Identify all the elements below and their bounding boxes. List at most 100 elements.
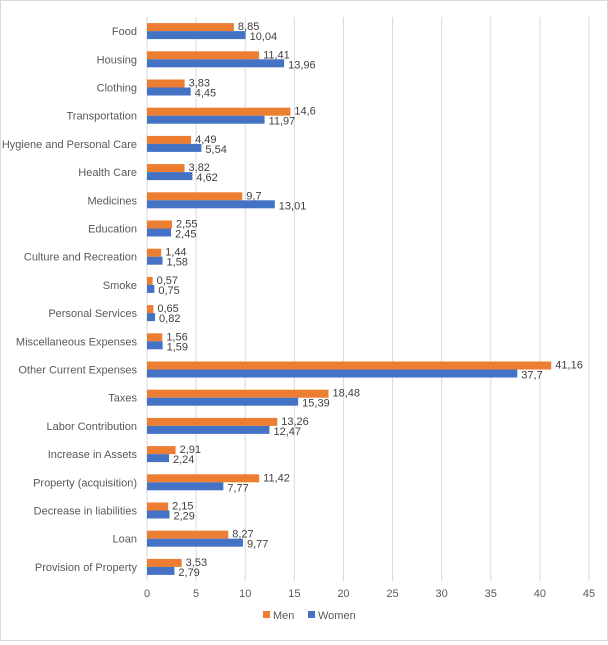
category-label-clothing: Clothing <box>97 83 137 95</box>
data-label-women-smoke: 0,75 <box>158 285 179 297</box>
data-label-women-housing: 13,96 <box>288 59 316 71</box>
bar-men-health-care <box>147 164 185 173</box>
category-label-provision-of-property: Provision of Property <box>35 562 138 574</box>
data-label-men-miscellaneous-expenses: 1,56 <box>166 331 187 343</box>
category-label-taxes: Taxes <box>108 393 137 405</box>
category-label-loan: Loan <box>113 534 137 546</box>
category-label-labor-contribution: Labor Contribution <box>46 421 137 433</box>
category-label-transportation: Transportation <box>66 111 137 123</box>
bar-women-loan <box>147 538 243 547</box>
data-label-women-taxes: 15,39 <box>302 398 330 410</box>
data-label-women-hygiene-and-personal-care: 5,54 <box>205 144 226 156</box>
category-label-education: Education <box>88 224 137 236</box>
bar-men-loan <box>147 530 229 539</box>
data-label-women-personal-services: 0,82 <box>159 313 180 325</box>
data-label-women-health-care: 4,62 <box>196 172 217 184</box>
category-label-culture-and-recreation: Culture and Recreation <box>24 252 137 264</box>
bar-women-smoke <box>147 284 155 293</box>
data-label-women-miscellaneous-expenses: 1,59 <box>167 341 188 353</box>
bar-women-food <box>147 31 246 40</box>
data-label-women-clothing: 4,45 <box>195 88 216 100</box>
data-label-women-education: 2,45 <box>175 229 196 241</box>
data-label-women-other-current-expenses: 37,7 <box>521 370 542 382</box>
category-label-decrease-in-liabilities: Decrease in liabilities <box>34 506 138 518</box>
bar-men-culture-and-recreation <box>147 248 162 257</box>
category-label-miscellaneous-expenses: Miscellaneous Expenses <box>16 336 138 348</box>
data-label-women-loan: 9,77 <box>247 539 268 551</box>
data-label-men-provision-of-property: 3,53 <box>186 557 207 569</box>
data-label-women-provision-of-property: 2,79 <box>178 567 199 579</box>
data-label-men-education: 2,55 <box>176 219 197 231</box>
data-label-men-clothing: 3,83 <box>189 78 210 90</box>
x-tick-label: 25 <box>386 588 398 600</box>
data-label-women-medicines: 13,01 <box>279 200 307 212</box>
data-label-men-personal-services: 0,65 <box>157 303 178 315</box>
data-label-women-property-acquisition: 7,77 <box>227 482 248 494</box>
data-label-men-other-current-expenses: 41,16 <box>555 360 583 372</box>
bar-women-hygiene-and-personal-care <box>147 143 202 152</box>
x-tick-label: 30 <box>436 588 448 600</box>
data-label-women-labor-contribution: 12,47 <box>273 426 301 438</box>
bar-women-clothing <box>147 87 191 96</box>
bar-men-housing <box>147 51 260 60</box>
bar-men-decrease-in-liabilities <box>147 502 169 511</box>
bar-women-property-acquisition <box>147 482 224 491</box>
data-label-men-transportation: 14,6 <box>294 106 315 118</box>
data-label-men-taxes: 18,48 <box>333 388 361 400</box>
bar-women-culture-and-recreation <box>147 256 163 265</box>
data-label-men-property-acquisition: 11,42 <box>263 472 290 484</box>
x-tick-label: 5 <box>193 588 199 600</box>
bar-men-education <box>147 220 173 229</box>
bar-men-property-acquisition <box>147 474 260 483</box>
bar-men-medicines <box>147 192 243 201</box>
x-tick-label: 35 <box>485 588 497 600</box>
bar-women-increase-in-assets <box>147 454 170 463</box>
bar-women-housing <box>147 59 285 68</box>
data-label-men-health-care: 3,82 <box>189 162 210 174</box>
category-labels: Food Housing Clothing Transportation Hygiene… <box>2 26 138 574</box>
data-label-women-decrease-in-liabilities: 2,29 <box>173 511 194 523</box>
bar-women-miscellaneous-expenses <box>147 341 163 350</box>
bar-men-hygiene-and-personal-care <box>147 135 192 144</box>
bar-men-smoke <box>147 276 153 285</box>
data-label-women-food: 10,04 <box>250 31 278 43</box>
bar-women-labor-contribution <box>147 425 270 434</box>
category-label-smoke: Smoke <box>103 280 137 292</box>
bar-women-decrease-in-liabilities <box>147 510 170 519</box>
data-label-men-smoke: 0,57 <box>157 275 178 287</box>
category-label-housing: Housing <box>97 54 137 66</box>
bar-women-health-care <box>147 172 193 181</box>
category-label-medicines: Medicines <box>87 195 137 207</box>
legend-label-men: Men <box>273 610 294 622</box>
category-label-increase-in-assets: Increase in Assets <box>48 449 138 461</box>
bar-women-medicines <box>147 200 275 209</box>
data-label-men-labor-contribution: 13,26 <box>281 416 309 428</box>
bar-women-education <box>147 228 172 237</box>
bar-women-other-current-expenses <box>147 369 518 378</box>
bar-women-provision-of-property <box>147 566 175 575</box>
data-label-men-hygiene-and-personal-care: 4,49 <box>195 134 216 146</box>
data-label-men-housing: 11,41 <box>263 49 290 61</box>
bar-men-transportation <box>147 107 291 116</box>
x-tick-label: 0 <box>144 588 150 600</box>
bars <box>147 23 552 575</box>
data-label-men-culture-and-recreation: 1,44 <box>165 247 186 259</box>
data-label-men-increase-in-assets: 2,91 <box>180 444 201 456</box>
x-tick-label: 20 <box>337 588 349 600</box>
bar-men-personal-services <box>147 305 154 314</box>
bar-men-labor-contribution <box>147 417 278 426</box>
gridlines <box>146 17 590 581</box>
data-label-men-loan: 8,27 <box>232 529 253 541</box>
category-label-personal-services: Personal Services <box>48 308 137 320</box>
bar-women-transportation <box>147 115 265 124</box>
data-label-women-culture-and-recreation: 1,58 <box>167 257 188 269</box>
data-label-women-transportation: 11,97 <box>269 116 296 128</box>
legend-swatch-women <box>308 611 315 618</box>
data-label-women-increase-in-assets: 2,24 <box>173 454 194 466</box>
x-axis-tick-labels: 0 5 10 15 20 25 30 35 40 45 <box>144 588 595 600</box>
data-label-men-decrease-in-liabilities: 2,15 <box>172 501 193 513</box>
category-label-hygiene-and-personal-care: Hygiene and Personal Care <box>2 139 137 151</box>
data-label-men-food: 8,85 <box>238 21 259 33</box>
